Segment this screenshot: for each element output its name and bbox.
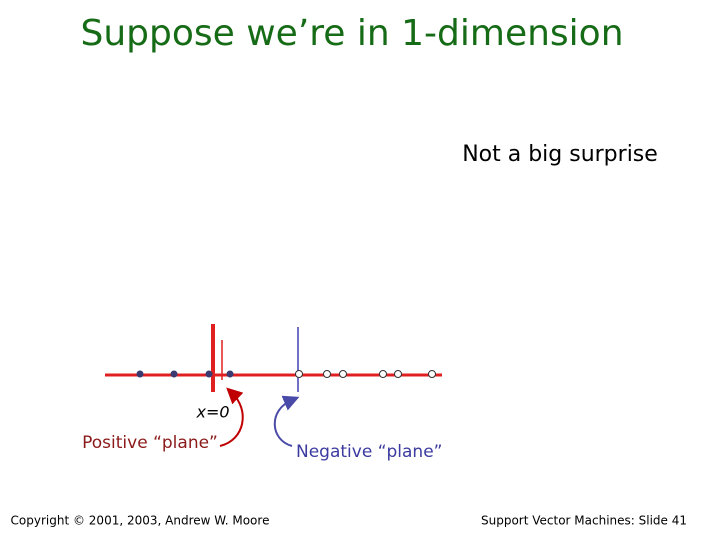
diagram xyxy=(105,324,442,447)
negative-arrow xyxy=(273,395,300,447)
negative-points xyxy=(295,370,436,378)
positive-label: Positive “plane” xyxy=(82,433,218,453)
slide-title: Suppose we’re in 1-dimension xyxy=(80,13,623,54)
origin-label: x=0 xyxy=(195,403,229,422)
footer-left: Copyright © 2001, 2003, Andrew W. Moore xyxy=(11,514,270,528)
positive-points xyxy=(136,370,234,378)
positive-arrow xyxy=(219,387,244,447)
footer-right: Support Vector Machines: Slide 41 xyxy=(481,514,687,528)
negative-label: Negative “plane” xyxy=(296,442,442,462)
annotation: Not a big surprise xyxy=(462,142,658,167)
